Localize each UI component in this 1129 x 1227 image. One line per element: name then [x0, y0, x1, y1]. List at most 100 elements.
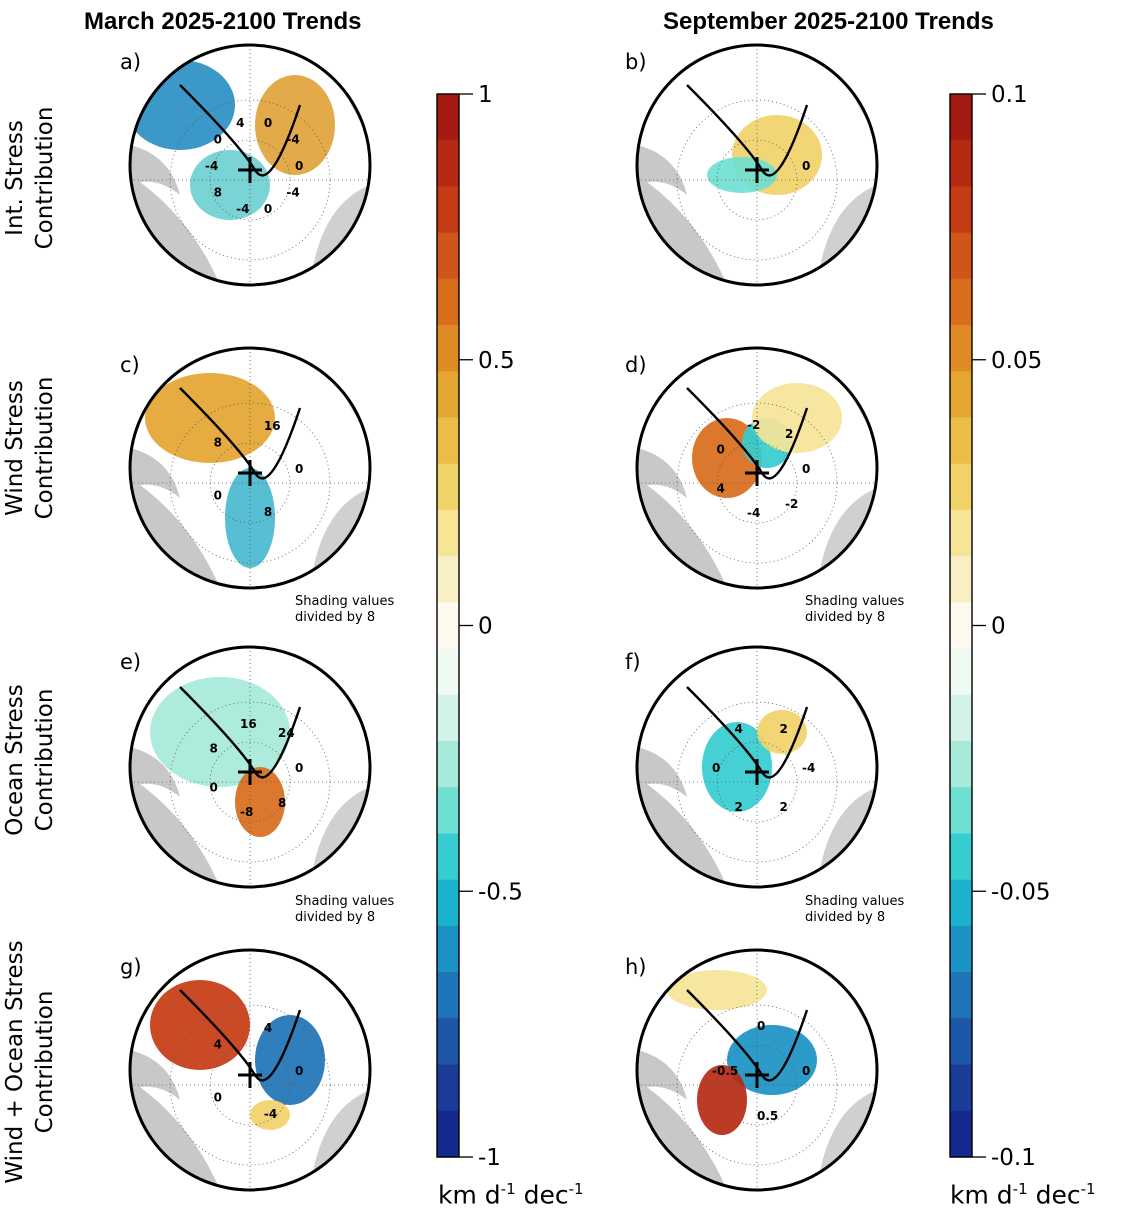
contour-label: 0 — [264, 202, 272, 216]
colorbar-swatch — [437, 186, 459, 234]
colorbar-swatch — [950, 1110, 972, 1158]
contour-label: -4 — [747, 506, 760, 520]
colorbar-swatch — [437, 140, 459, 188]
contour-label: -0.5 — [712, 1064, 738, 1078]
contour-label: 0 — [802, 1064, 810, 1078]
colorbar-swatch — [437, 972, 459, 1019]
land-mass — [130, 747, 180, 797]
colorbar-tick-label: 0.05 — [991, 348, 1042, 374]
colorbar-swatch — [950, 371, 972, 419]
shading-region — [255, 1015, 325, 1105]
map-panel-d: 0 -2 -4 4 0 -2 2 — [635, 346, 879, 590]
shading-note-d: Shading values divided by 8 — [805, 594, 905, 625]
colorbar-swatch — [950, 648, 972, 696]
panel-letter-b: b) — [625, 50, 647, 74]
colorbar-swatch — [950, 694, 972, 742]
contour-label: 0 — [214, 488, 222, 502]
contour-label: -4 — [205, 159, 218, 173]
contour-label: 0 — [712, 761, 720, 775]
contour-label: 4 — [264, 1021, 272, 1035]
colorbar-swatch — [950, 417, 972, 465]
contour-label: 4 — [236, 116, 244, 130]
shading-region — [190, 150, 270, 220]
colorbar-tick-label: -0.1 — [991, 1145, 1036, 1171]
land-mass — [637, 1050, 687, 1100]
colorbar-tick-label: 0 — [478, 614, 493, 640]
contour-label: 2 — [780, 800, 788, 814]
contour-label: 0 — [295, 462, 303, 476]
contour-label: -4 — [286, 133, 299, 147]
colorbar-swatch — [437, 463, 459, 511]
shading-region — [225, 468, 275, 568]
colorbar-swatch — [950, 925, 972, 973]
panel-letter-f: f) — [625, 650, 641, 674]
map-panel-e: 0 8 -8 0 8 16 24 — [128, 645, 372, 889]
colorbar-swatch — [437, 925, 459, 973]
colorbar-swatch — [950, 972, 972, 1019]
land-mass — [637, 747, 687, 797]
panel-letter-g: g) — [120, 955, 142, 979]
map-panel-c: 0 8 0 8 16 — [128, 346, 372, 590]
contour-label: 0 — [295, 761, 303, 775]
colorbar-swatch — [950, 94, 972, 141]
contour-label: 4 — [214, 1038, 222, 1052]
panel-letter-h: h) — [625, 955, 647, 979]
colorbar-swatch — [437, 1110, 459, 1158]
colorbar-swatch — [950, 463, 972, 511]
shading-region — [697, 1065, 747, 1135]
contour-label: 24 — [278, 726, 295, 740]
colorbar-swatch — [437, 1018, 459, 1066]
shading-region — [235, 767, 285, 837]
contour-label: 0 — [295, 159, 303, 173]
colorbar-swatch — [437, 94, 459, 141]
panel-letter-d: d) — [625, 353, 647, 377]
colorbar-swatch — [437, 602, 459, 650]
colorbar-swatch — [950, 140, 972, 188]
contour-label: 0 — [757, 1019, 765, 1033]
colorbar-unit-right: km d-1 dec-1 — [950, 1180, 1096, 1210]
contour-label: 0 — [214, 1090, 222, 1104]
map-panel-a: 0-40-48-404 0-4 — [128, 43, 372, 287]
contour-label: 8 — [278, 796, 286, 810]
colorbar-swatch — [950, 325, 972, 372]
land-mass — [130, 145, 180, 195]
colorbar-tick-label: 0.1 — [991, 82, 1028, 108]
shading-region — [250, 1100, 290, 1130]
colorbar-swatch — [950, 1064, 972, 1112]
colorbar-swatch — [437, 694, 459, 742]
contour-label: 0 — [214, 133, 222, 147]
colorbar-swatch — [437, 787, 459, 835]
contour-label: 0.5 — [757, 1109, 778, 1123]
panel-letter-c: c) — [120, 353, 140, 377]
contour-label: -4 — [236, 202, 249, 216]
colorbar-swatch — [437, 509, 459, 557]
contour-label: -4 — [264, 1107, 277, 1121]
colorbar-tick-label: 0.5 — [478, 348, 515, 374]
contour-label: 4 — [735, 722, 743, 736]
map-body: 0 -2 -4 4 0 -2 2 — [637, 348, 877, 588]
contour-label: 0 — [264, 116, 272, 130]
contour-label: -4 — [286, 185, 299, 199]
colorbar-swatch — [950, 602, 972, 650]
map-boundary — [635, 43, 879, 287]
contour-label: 8 — [214, 185, 222, 199]
contour-label: 8 — [209, 741, 217, 755]
contour-label: -8 — [240, 805, 253, 819]
colorbar-swatch — [950, 741, 972, 788]
map-boundary — [128, 346, 372, 590]
colorbar-swatch — [437, 741, 459, 788]
colorbar-swatch — [437, 371, 459, 419]
colorbar-swatch — [950, 186, 972, 234]
colorbar-swatch — [950, 833, 972, 881]
contour-label: 0 — [802, 159, 810, 173]
contour-label: 0 — [802, 462, 810, 476]
colorbar-swatch — [950, 232, 972, 280]
map-panel-h: 0 0.5 -0.5 0 — [635, 948, 879, 1192]
colorbar-unit-left: km d-1 dec-1 — [438, 1180, 584, 1210]
left-column-title: March 2025-2100 Trends — [84, 8, 362, 35]
colorbar-swatch — [950, 278, 972, 326]
colorbar-swatch — [437, 325, 459, 372]
panel-letter-a: a) — [120, 50, 142, 74]
land-mass — [637, 448, 687, 498]
map-boundary — [128, 43, 372, 287]
